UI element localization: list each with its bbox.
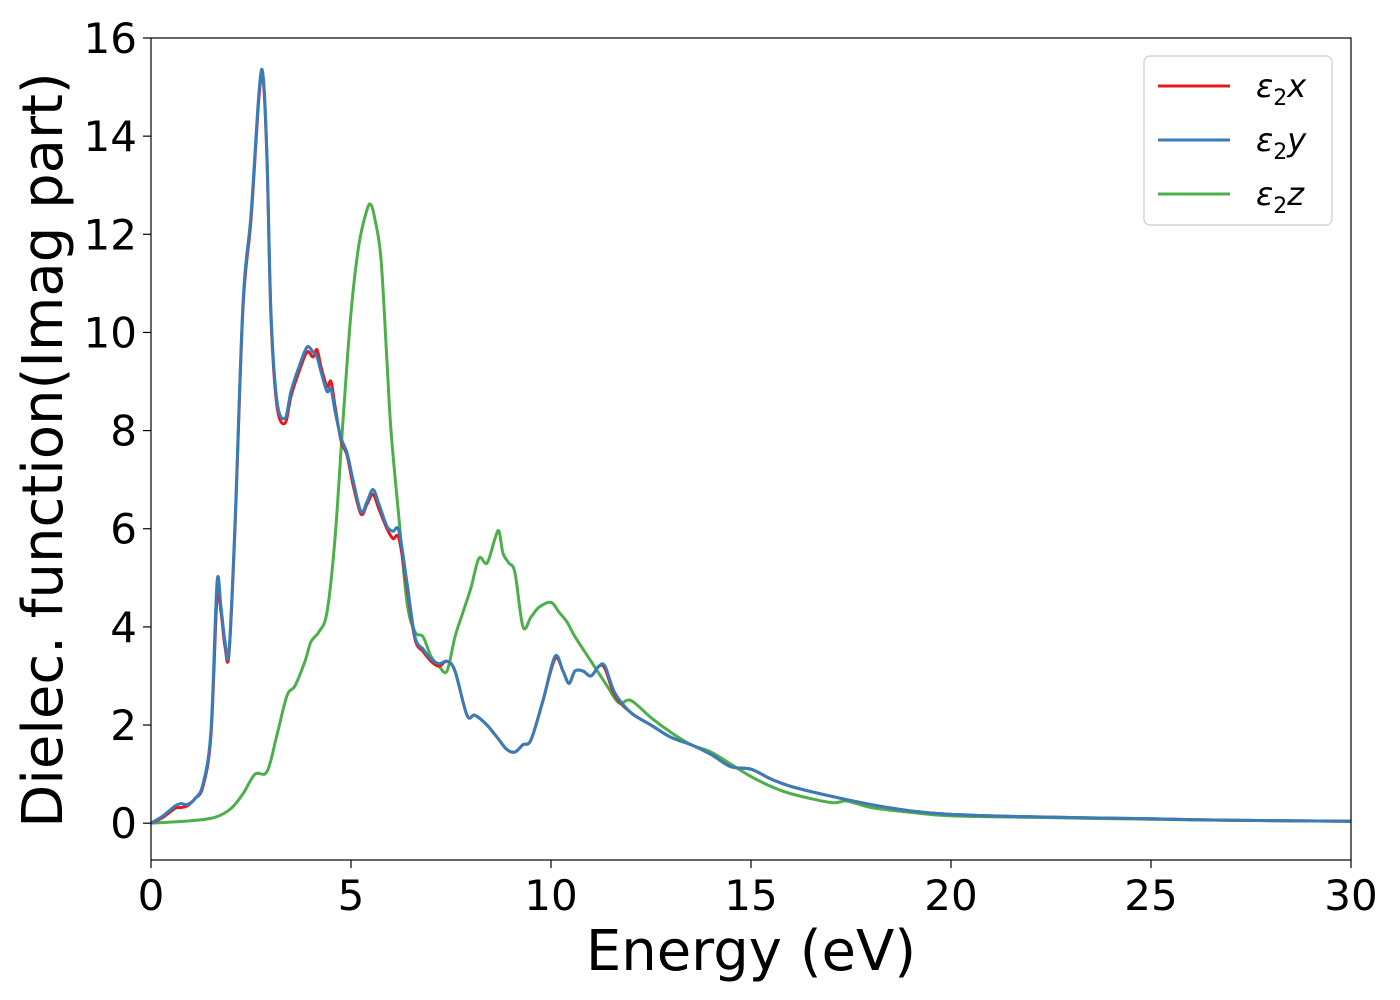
y-tick-label: 10 [84, 308, 137, 357]
y-tick-label: 2 [110, 701, 137, 750]
x-tick-label: 30 [1324, 871, 1377, 920]
x-axis-title: Energy (eV) [586, 919, 916, 984]
plot-area [151, 67, 1351, 825]
legend-label-z: ε2z [1256, 175, 1305, 219]
y-tick-label: 16 [84, 14, 137, 63]
legend-box [1143, 55, 1333, 226]
series-line-y [151, 67, 1351, 825]
y-tick-label: 0 [110, 799, 137, 848]
legend: ε2x ε2y ε2z [1143, 55, 1333, 226]
axes: 0 5 10 15 20 25 30 0 2 4 6 8 10 12 14 16 [84, 14, 1378, 920]
x-tick-label: 25 [1124, 871, 1177, 920]
x-tick-label: 5 [338, 871, 365, 920]
x-tick-label: 0 [138, 871, 165, 920]
y-axis-title: Dielec. function(Imag part) [11, 72, 76, 828]
x-tick-label: 20 [924, 871, 977, 920]
y-tick-label: 14 [84, 112, 137, 161]
y-tick-label: 8 [110, 407, 137, 456]
series-line-z [151, 202, 1351, 825]
x-tick-label: 15 [724, 871, 777, 920]
legend-label-y: ε2y [1256, 121, 1307, 165]
y-tick-label: 6 [110, 505, 137, 554]
y-tick-label: 12 [84, 210, 137, 259]
y-tick-label: 4 [110, 603, 137, 652]
x-tick-label: 10 [524, 871, 577, 920]
legend-label-x: ε2x [1256, 67, 1307, 111]
